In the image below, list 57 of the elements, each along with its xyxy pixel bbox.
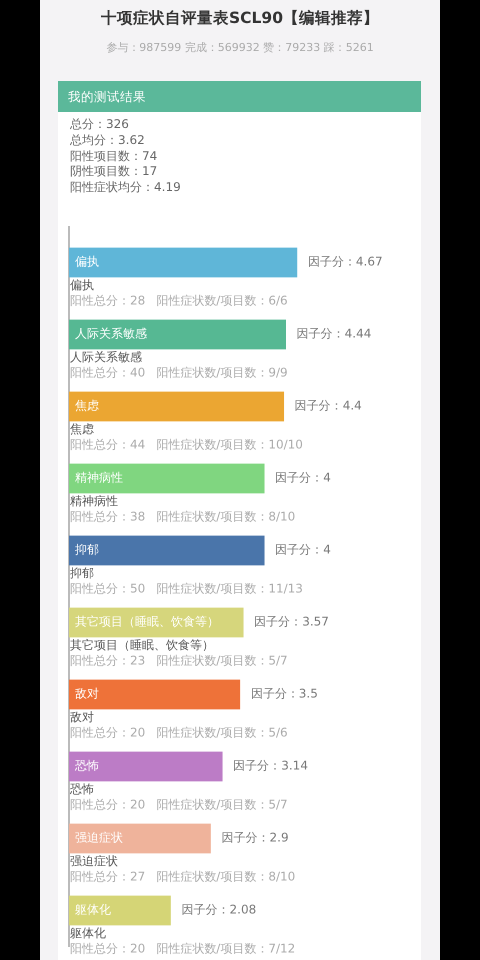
annotation: 阳性症状数/项目数：5/7 bbox=[156, 654, 288, 668]
annotation: 阳性总分：20 bbox=[70, 726, 146, 740]
chart-subtitle: 参与：987599 完成：569932 赞：79233 踩：5261 bbox=[105, 40, 375, 56]
annotation: 阳性总分：38 bbox=[70, 510, 146, 524]
data-label: 因子分：4.67 bbox=[308, 254, 383, 269]
text: 阳性项目数：74 bbox=[70, 148, 158, 164]
bar bbox=[69, 752, 223, 782]
text: 总分：326 bbox=[70, 117, 130, 133]
annotation: 阳性症状数/项目数：11/13 bbox=[156, 582, 303, 596]
annotation: 阳性总分：50 bbox=[70, 582, 146, 596]
annotation: 阳性症状数/项目数：9/9 bbox=[156, 366, 288, 380]
text: 我的测试结果 bbox=[58, 81, 421, 112]
chart-title: 十项症状自评量表SCL90【编辑推荐】 bbox=[100, 8, 380, 29]
annotation: 阳性症状数/项目数：8/10 bbox=[156, 870, 296, 884]
bar bbox=[69, 896, 171, 926]
y-tick-label: 焦虑 bbox=[75, 398, 99, 413]
y-tick-label: 敌对 bbox=[75, 686, 99, 701]
bar bbox=[69, 392, 284, 422]
y-tick-label: 恐怖 bbox=[74, 758, 99, 773]
text: 总均分：3.62 bbox=[70, 132, 146, 149]
y-tick-label: 人际关系敏感 bbox=[75, 326, 147, 341]
bar bbox=[69, 536, 265, 566]
y-tick-label: 躯体化 bbox=[75, 902, 111, 917]
annotation: 阳性症状数/项目数：8/10 bbox=[156, 510, 296, 524]
annotation: 阳性总分：40 bbox=[70, 366, 146, 380]
text: 阴性项目数：17 bbox=[70, 164, 158, 180]
annotation: 阳性症状数/项目数：5/6 bbox=[156, 726, 288, 740]
text: 阳性症状均分：4.19 bbox=[70, 180, 181, 196]
annotation: 阳性总分：23 bbox=[70, 654, 146, 668]
bar bbox=[69, 680, 240, 710]
bar bbox=[69, 320, 286, 350]
annotation: 阳性总分：27 bbox=[70, 870, 146, 884]
y-tick-label: 强迫症状 bbox=[75, 830, 123, 845]
bar bbox=[69, 248, 298, 278]
data-label: 因子分：2.9 bbox=[222, 830, 289, 845]
annotation: 阳性总分：28 bbox=[70, 294, 146, 308]
data-label: 因子分：3.14 bbox=[233, 758, 308, 773]
data-label: 因子分：4 bbox=[275, 542, 331, 557]
y-tick-label: 抑郁 bbox=[75, 542, 99, 557]
annotation: 阳性总分：44 bbox=[70, 438, 146, 452]
annotation: 阳性症状数/项目数：10/10 bbox=[156, 438, 303, 452]
data-label: 因子分：2.08 bbox=[182, 902, 256, 917]
y-tick-label: 精神病性 bbox=[75, 470, 123, 485]
data-label: 因子分：3.5 bbox=[250, 686, 318, 701]
annotation: 阳性症状数/项目数：6/6 bbox=[156, 294, 288, 308]
annotation: 阳性症状数/项目数：5/7 bbox=[156, 798, 288, 812]
data-label: 因子分：4 bbox=[275, 470, 331, 485]
y-tick-label: 偏执 bbox=[75, 254, 99, 269]
bar bbox=[69, 464, 265, 494]
y-tick-label: 其它项目（睡眠、饮食等） bbox=[75, 614, 219, 629]
annotation: 阳性症状数/项目数：7/12 bbox=[156, 942, 296, 956]
bar bbox=[69, 824, 211, 854]
annotation: 阳性总分：20 bbox=[70, 798, 146, 812]
data-label: 因子分：4.4 bbox=[294, 398, 362, 413]
data-label: 因子分：4.44 bbox=[296, 326, 372, 341]
annotation: 阳性总分：20 bbox=[70, 942, 146, 956]
data-label: 因子分：3.57 bbox=[254, 614, 329, 629]
